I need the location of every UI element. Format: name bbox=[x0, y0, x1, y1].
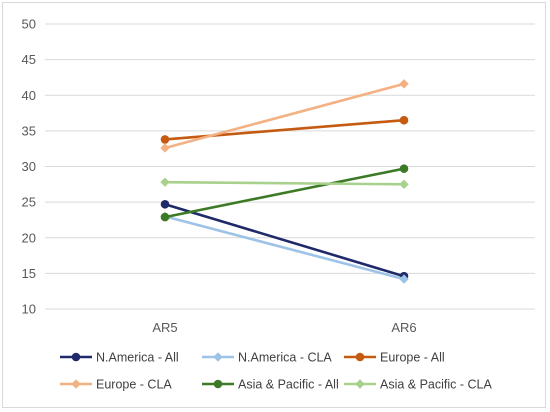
legend-item: Asia & Pacific - All bbox=[202, 378, 339, 392]
x-tick-label: AR5 bbox=[152, 320, 177, 335]
series-line bbox=[164, 118, 405, 141]
data-point bbox=[399, 164, 409, 173]
y-tick-label: 25 bbox=[22, 195, 36, 210]
gridlines bbox=[45, 23, 535, 310]
y-tick-label: 30 bbox=[22, 159, 36, 174]
series-line bbox=[164, 180, 405, 186]
series-4 bbox=[160, 164, 409, 222]
y-tick-label: 20 bbox=[22, 230, 36, 245]
data-point bbox=[160, 212, 170, 222]
legend: N.America - All N.America - CLA Europe - A… bbox=[60, 351, 493, 392]
data-point bbox=[160, 199, 170, 209]
legend-item: N.America - All bbox=[60, 351, 179, 365]
legend-marker bbox=[71, 352, 81, 362]
legend-marker bbox=[355, 352, 365, 362]
series-line bbox=[164, 167, 405, 219]
series-0 bbox=[160, 199, 409, 281]
data-point bbox=[160, 135, 170, 144]
legend-label: Asia & Pacific - All bbox=[238, 378, 339, 392]
chart-area bbox=[2, 2, 546, 408]
legend-marker bbox=[71, 379, 81, 389]
legend-item: N.America - CLA bbox=[202, 351, 332, 365]
legend-item: Europe - CLA bbox=[60, 378, 172, 392]
data-point bbox=[160, 143, 170, 153]
y-tick-label: 15 bbox=[22, 266, 36, 281]
legend-label: Europe - All bbox=[380, 351, 445, 365]
legend-marker bbox=[213, 379, 223, 389]
y-axis-tick-labels: 10 15 20 25 30 35 40 45 50 bbox=[22, 17, 36, 317]
y-tick-label: 45 bbox=[22, 52, 36, 67]
y-tick-label: 35 bbox=[22, 123, 36, 138]
series-3 bbox=[160, 79, 409, 153]
y-tick-label: 10 bbox=[22, 302, 36, 317]
legend-item: Europe - All bbox=[344, 351, 445, 365]
series-line bbox=[164, 82, 405, 150]
x-tick-label: AR6 bbox=[391, 320, 416, 335]
legend-item: Asia & Pacific - CLA bbox=[344, 378, 493, 392]
data-point bbox=[399, 115, 409, 125]
series-lines bbox=[160, 79, 409, 284]
legend-marker bbox=[355, 379, 365, 389]
series-5 bbox=[160, 177, 409, 190]
data-point bbox=[399, 179, 409, 190]
legend-label: N.America - All bbox=[96, 351, 179, 365]
legend-marker bbox=[213, 352, 223, 362]
y-tick-label: 50 bbox=[22, 17, 36, 32]
data-point bbox=[399, 79, 409, 89]
x-axis: AR5 AR6 bbox=[152, 320, 416, 335]
legend-label: N.America - CLA bbox=[238, 351, 332, 365]
data-point bbox=[160, 177, 170, 187]
y-tick-label: 40 bbox=[22, 88, 36, 103]
legend-label: Asia & Pacific - CLA bbox=[380, 378, 493, 392]
series-line bbox=[164, 203, 405, 278]
data-point bbox=[399, 274, 409, 284]
series-line bbox=[164, 215, 405, 281]
series-1 bbox=[160, 211, 409, 284]
legend-label: Europe - CLA bbox=[96, 378, 172, 392]
